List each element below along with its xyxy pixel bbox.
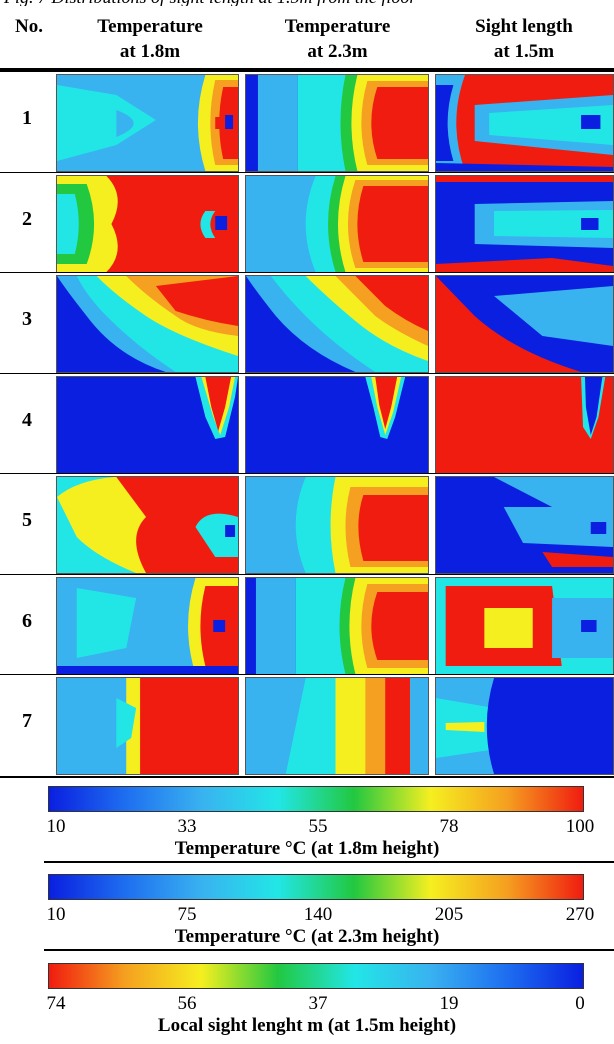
- scale-tick-label: 100: [565, 816, 595, 837]
- temperature-2-3m-contour: [245, 677, 429, 775]
- row-number: 3: [22, 308, 32, 330]
- header-temp-18: Temperature at 1.8m: [60, 14, 240, 64]
- color-scale-bar: [48, 963, 584, 989]
- header-sight-15-line1: Sight length: [475, 16, 573, 37]
- header-temp-18-line2: at 1.8m: [119, 41, 181, 62]
- scale-tick-label: 0: [575, 993, 585, 1014]
- header-temp-23-line2: at 2.3m: [307, 41, 368, 62]
- row-separator: [0, 372, 614, 374]
- temperature-2-3m-contour: [245, 576, 429, 675]
- header-sight-15: Sight length at 1.5m: [434, 14, 614, 64]
- scale-tick-label: 19: [439, 993, 459, 1014]
- temperature-1-8m-contour: [56, 677, 239, 775]
- scale-tick-label: 56: [177, 993, 197, 1014]
- table-bottom-rule: [0, 775, 614, 778]
- scale-tick-label: 37: [308, 993, 328, 1014]
- temperature-2-3m-contour: [245, 275, 429, 373]
- row-number: 5: [22, 509, 32, 531]
- row-separator: [0, 171, 614, 173]
- temperature-2-3m-contour: [245, 476, 429, 574]
- scale-title: Temperature °C (at 2.3m height): [174, 926, 440, 947]
- row-separator: [0, 674, 614, 675]
- row-number: 7: [22, 710, 32, 732]
- temperature-2-3m-contour: [245, 174, 429, 273]
- header-sight-15-line2: at 1.5m: [493, 41, 555, 62]
- row-separator: [0, 473, 614, 474]
- scale-tick-label: 140: [303, 904, 333, 925]
- scale-tick-label: 78: [439, 816, 459, 837]
- row-number: 6: [22, 609, 32, 632]
- sight-length-1-5m-contour: [435, 174, 614, 273]
- scale-title: Local sight lenght m (at 1.5m height): [157, 1015, 457, 1036]
- scale-tick-label: 10: [46, 816, 66, 837]
- sight-length-1-5m-contour: [435, 576, 614, 675]
- sight-length-1-5m-contour: [435, 476, 614, 574]
- header-temp-23-line1: Temperature: [284, 16, 391, 37]
- temperature-1-8m-contour: [56, 74, 239, 172]
- row-number: 1: [22, 107, 32, 129]
- scale-separator: [44, 949, 614, 951]
- scale-title: Temperature °C (at 1.8m height): [174, 838, 440, 859]
- sight-length-1-5m-contour: [435, 677, 614, 775]
- row-number: 4: [22, 408, 32, 431]
- scale-tick-label: 55: [308, 816, 328, 837]
- header-temp-18-line1: Temperature: [97, 16, 203, 37]
- temperature-1-8m-contour: [56, 275, 239, 373]
- scale-tick-label: 205: [434, 904, 464, 925]
- sight-length-1-5m-contour: [435, 275, 614, 373]
- scale-tick-label: 270: [565, 904, 595, 925]
- scale-tick-label: 10: [46, 904, 66, 925]
- row-separator: [0, 573, 614, 575]
- temperature-1-8m-contour: [56, 375, 239, 474]
- temperature-2-3m-contour: [245, 375, 429, 474]
- temperature-1-8m-contour: [56, 576, 239, 675]
- row-number: 2: [22, 207, 32, 230]
- header-no: No.: [15, 16, 43, 37]
- table-header: No. Temperature at 1.8m Temperature at 2…: [0, 6, 614, 66]
- row-separator: [0, 272, 614, 273]
- caption-fragment: Fig. 7 Distributions of sight length at …: [0, 0, 614, 6]
- temperature-1-8m-contour: [56, 174, 239, 273]
- scale-tick-label: 75: [177, 904, 197, 925]
- sight-length-1-5m-contour: [435, 375, 614, 474]
- scale-tick-label: 74: [46, 993, 66, 1014]
- scale-separator: [44, 861, 614, 863]
- scale-tick-label: 33: [177, 816, 197, 837]
- header-rule: [0, 68, 614, 72]
- header-temp-23: Temperature at 2.3m: [245, 14, 430, 64]
- color-scale-bar: [48, 874, 584, 900]
- color-scale-bar: [48, 786, 584, 812]
- temperature-1-8m-contour: [56, 476, 239, 574]
- temperature-2-3m-contour: [245, 74, 429, 172]
- sight-length-1-5m-contour: [435, 74, 614, 172]
